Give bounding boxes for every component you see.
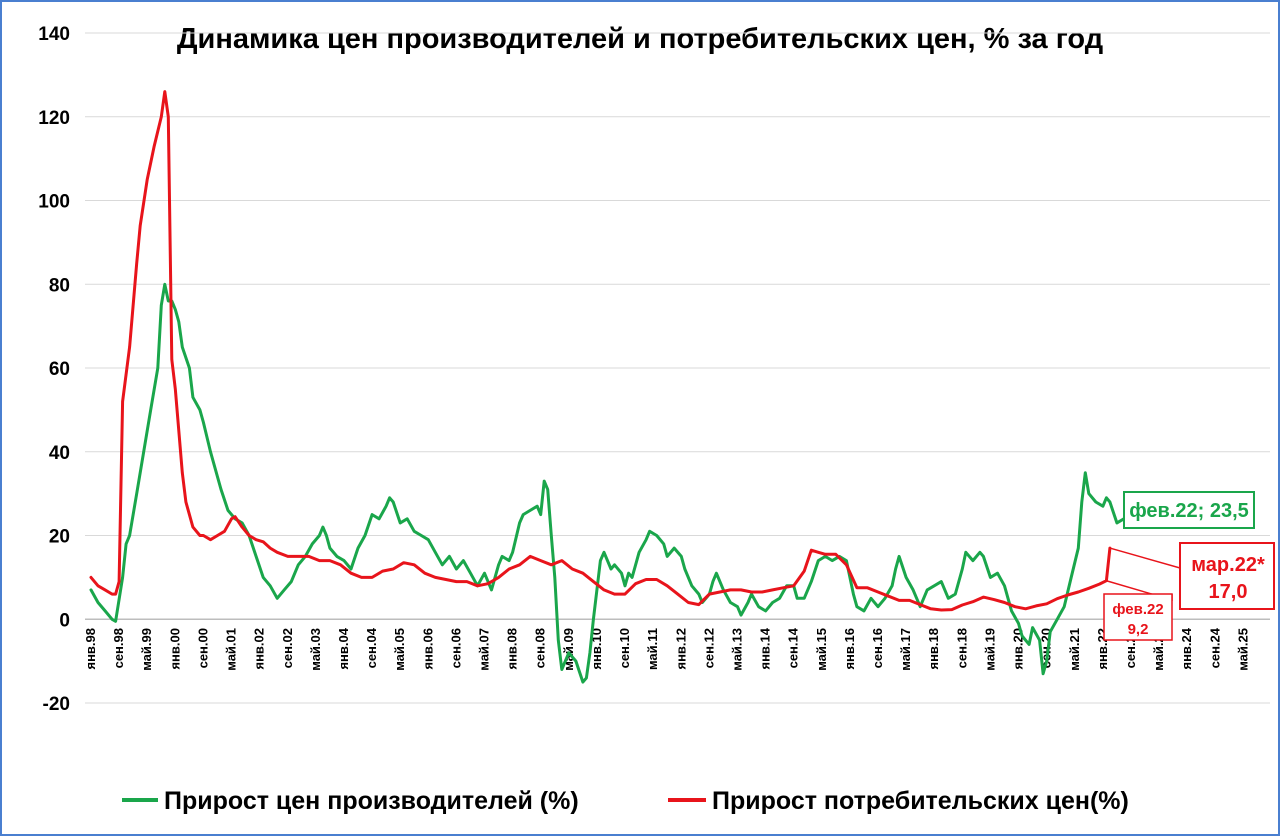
x-tick-label: сен.06 [448,628,463,668]
x-tick-label: сен.16 [870,628,885,668]
x-tick-label: май.05 [392,628,407,671]
x-axis-ticks: янв.98 сен.98 май.99 янв.00 сен.00 май.01 янв.… [83,627,1250,671]
y-axis-ticks: -20 0 20 40 60 80 100 120 140 [38,24,70,715]
x-tick-label: сен.10 [617,628,632,668]
x-tick-label: май.13 [729,628,744,671]
x-tick-label: май.15 [814,628,829,671]
x-tick-label: янв.98 [83,628,98,670]
legend-consumer-label: Прирост потребительских цен(%) [712,787,1129,815]
y-tick-label: 80 [49,275,70,296]
y-tick-label: 40 [49,443,70,464]
callouts: фев.22; 23,5 мар.22* 17,0 фев.22 9,2 [1103,491,1275,641]
consumer-feb-callout-line1: фев.22 [1112,601,1163,618]
producer-callout-box [1123,491,1255,529]
x-tick-label: сен.98 [111,628,126,668]
x-tick-label: янв.14 [758,627,773,669]
x-tick-label: май.19 [982,628,997,671]
x-tick-label: май.25 [1235,628,1250,671]
x-tick-label: янв.04 [336,627,351,669]
y-tick-label: 100 [38,192,70,213]
x-tick-label: май.17 [898,628,913,671]
consumer-price-line [89,90,1112,612]
x-tick-label: сен.08 [533,628,548,668]
producer-price-line [89,282,1129,684]
x-tick-label: май.07 [477,628,492,671]
legend: Прирост цен производителей (%) Прирост п… [122,787,1129,815]
x-tick-label: сен.18 [954,628,969,668]
legend-producer-label: Прирост цен производителей (%) [164,787,579,815]
producer-callout-text: фев.22; 23,5 [1129,500,1249,522]
x-tick-label: сен.24 [1207,627,1222,668]
x-tick-label: май.21 [1067,628,1082,671]
x-tick-label: май.03 [308,628,323,671]
x-tick-label: май.11 [645,628,660,670]
x-tick-label: янв.18 [926,628,941,670]
consumer-feb-callout-line2: 9,2 [1128,621,1149,638]
x-tick-label: май.99 [139,628,154,671]
x-tick-label: янв.02 [252,628,267,670]
x-tick-label: янв.20 [1011,628,1026,670]
y-tick-label: 60 [49,359,70,380]
y-tick-label: -20 [43,694,70,715]
x-tick-label: янв.08 [505,628,520,670]
x-tick-label: сен.04 [364,627,379,668]
x-tick-label: янв.00 [167,628,182,670]
x-tick-label: сен.02 [280,628,295,668]
series-lines [89,90,1129,684]
chart-title: Динамика цен производителей и потребител… [177,23,1103,55]
x-tick-label: сен.14 [786,627,801,668]
x-tick-label: сен.00 [195,628,210,668]
x-tick-label: янв.12 [673,628,688,670]
y-tick-label: 20 [49,527,70,548]
x-tick-label: янв.24 [1179,627,1194,669]
consumer-feb-callout-box [1103,593,1173,641]
consumer-mar-callout-line1: мар.22* [1191,554,1265,576]
y-tick-label: 120 [38,108,70,129]
gridlines [85,32,1270,704]
consumer-callout-leader [1109,546,1181,569]
x-tick-label: янв.06 [420,628,435,670]
x-tick-label: май.01 [224,628,239,671]
consumer-mar-callout-line2: 17,0 [1209,581,1248,603]
x-tick-label: сен.12 [701,628,716,668]
y-tick-label: 0 [59,610,70,631]
consumer-mar-callout-box [1179,542,1275,610]
y-tick-label: 140 [38,24,70,45]
x-tick-label: янв.16 [842,628,857,670]
